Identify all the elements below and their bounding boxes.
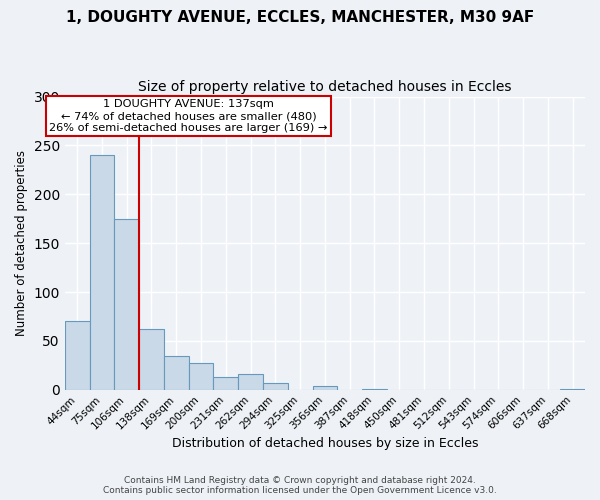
- Y-axis label: Number of detached properties: Number of detached properties: [15, 150, 28, 336]
- Bar: [188, 364, 214, 390]
- Bar: [115, 218, 139, 390]
- Bar: [89, 155, 115, 390]
- Bar: [164, 356, 188, 390]
- Bar: [263, 383, 288, 390]
- Text: 1 DOUGHTY AVENUE: 137sqm
← 74% of detached houses are smaller (480)
26% of semi-: 1 DOUGHTY AVENUE: 137sqm ← 74% of detach…: [49, 100, 328, 132]
- Bar: [214, 377, 238, 390]
- Bar: [65, 322, 89, 390]
- X-axis label: Distribution of detached houses by size in Eccles: Distribution of detached houses by size …: [172, 437, 478, 450]
- Bar: [238, 374, 263, 390]
- Bar: [560, 388, 585, 390]
- Bar: [313, 386, 337, 390]
- Text: 1, DOUGHTY AVENUE, ECCLES, MANCHESTER, M30 9AF: 1, DOUGHTY AVENUE, ECCLES, MANCHESTER, M…: [66, 10, 534, 25]
- Bar: [362, 388, 387, 390]
- Text: Contains HM Land Registry data © Crown copyright and database right 2024.
Contai: Contains HM Land Registry data © Crown c…: [103, 476, 497, 495]
- Title: Size of property relative to detached houses in Eccles: Size of property relative to detached ho…: [138, 80, 512, 94]
- Bar: [139, 329, 164, 390]
